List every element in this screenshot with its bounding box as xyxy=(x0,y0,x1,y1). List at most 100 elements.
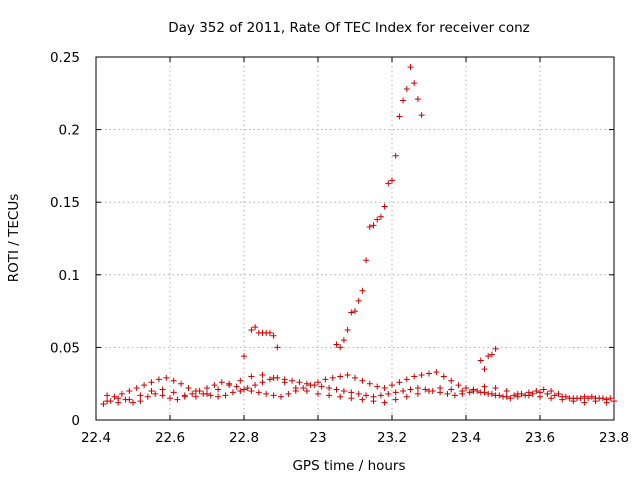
data-point xyxy=(392,396,399,403)
data-point xyxy=(422,386,429,393)
data-point xyxy=(126,387,133,394)
data-point xyxy=(126,396,133,403)
data-point xyxy=(448,386,455,393)
data-point xyxy=(337,393,344,400)
data-point xyxy=(252,382,259,389)
data-point xyxy=(337,344,344,351)
x-tick-label: 22.4 xyxy=(81,430,111,446)
y-tick-label: 0.05 xyxy=(50,340,80,356)
data-point xyxy=(255,389,262,396)
data-point xyxy=(111,393,118,400)
data-point xyxy=(485,353,492,360)
data-point xyxy=(137,398,144,405)
data-points xyxy=(100,64,617,408)
data-point xyxy=(359,287,366,294)
data-point xyxy=(411,80,418,87)
grid-lines xyxy=(96,57,614,420)
tick-labels: 22.4 22.6 22.8 23 23.2 23.4 23.6 23.8 0 0.05 0.1 0.… xyxy=(50,50,629,446)
data-point xyxy=(374,216,381,223)
series-early-bump xyxy=(241,324,281,360)
data-point xyxy=(244,385,251,392)
data-point xyxy=(326,392,333,399)
data-point xyxy=(274,344,281,351)
y-tick-label: 0 xyxy=(71,413,80,429)
data-point xyxy=(381,399,388,406)
data-point xyxy=(411,373,418,380)
data-point xyxy=(381,203,388,210)
data-point xyxy=(355,390,362,397)
data-point xyxy=(377,392,384,399)
data-point xyxy=(263,390,270,397)
data-point xyxy=(222,392,229,399)
data-point xyxy=(130,399,136,406)
data-point xyxy=(396,113,403,120)
data-point xyxy=(185,385,192,392)
data-point xyxy=(403,393,410,400)
data-point xyxy=(322,376,329,383)
data-point xyxy=(229,389,236,396)
data-point xyxy=(344,326,351,333)
data-point xyxy=(463,385,469,392)
data-point xyxy=(303,380,310,387)
data-point xyxy=(551,392,558,399)
data-point xyxy=(403,85,410,92)
data-point xyxy=(466,389,473,396)
x-tick-label: 23.8 xyxy=(599,430,629,446)
data-point xyxy=(211,382,218,389)
x-tick-label: 22.8 xyxy=(229,430,259,446)
data-point xyxy=(374,383,381,390)
data-point xyxy=(407,64,414,71)
data-point xyxy=(340,387,347,394)
data-point xyxy=(570,398,577,405)
data-point xyxy=(392,389,399,396)
data-point xyxy=(100,401,107,408)
data-point xyxy=(507,395,514,402)
data-point xyxy=(537,393,543,400)
y-tick-label: 0.2 xyxy=(59,123,80,139)
chart-title: Day 352 of 2011, Rate Of TEC Index for r… xyxy=(168,20,529,36)
data-point xyxy=(414,385,421,392)
data-point xyxy=(444,390,451,397)
data-point xyxy=(170,389,177,396)
data-point xyxy=(366,223,373,230)
data-point xyxy=(352,308,358,315)
data-point xyxy=(159,392,166,399)
x-tick-label: 22.6 xyxy=(155,430,185,446)
data-point xyxy=(352,374,358,381)
data-point xyxy=(607,395,614,402)
data-point xyxy=(204,390,210,397)
data-point xyxy=(285,390,292,397)
data-point xyxy=(148,379,155,386)
data-point xyxy=(585,395,592,402)
data-point xyxy=(207,392,214,399)
data-point xyxy=(281,379,288,386)
data-point xyxy=(348,309,355,316)
data-point xyxy=(359,377,366,384)
data-point xyxy=(204,385,210,392)
data-point xyxy=(514,390,521,397)
data-point xyxy=(192,393,199,400)
x-tick-label: 23.2 xyxy=(377,430,407,446)
data-point xyxy=(344,371,351,378)
data-point xyxy=(315,379,321,386)
data-point xyxy=(141,382,148,389)
data-point xyxy=(500,393,506,400)
data-point xyxy=(477,389,484,396)
data-point xyxy=(189,390,196,397)
data-point xyxy=(370,222,377,229)
data-point xyxy=(329,374,336,381)
data-point xyxy=(270,332,277,339)
data-point xyxy=(400,387,407,394)
series-low-band-a xyxy=(104,374,614,402)
data-point xyxy=(300,385,307,392)
series-low-band-b xyxy=(100,369,617,408)
data-point xyxy=(333,386,340,393)
data-point xyxy=(418,371,425,378)
data-point xyxy=(548,395,555,402)
data-point xyxy=(181,392,188,399)
data-point xyxy=(426,370,432,377)
data-point xyxy=(385,390,392,397)
data-point xyxy=(437,385,444,392)
data-point xyxy=(278,393,284,400)
x-tick-label: 23.4 xyxy=(451,430,481,446)
